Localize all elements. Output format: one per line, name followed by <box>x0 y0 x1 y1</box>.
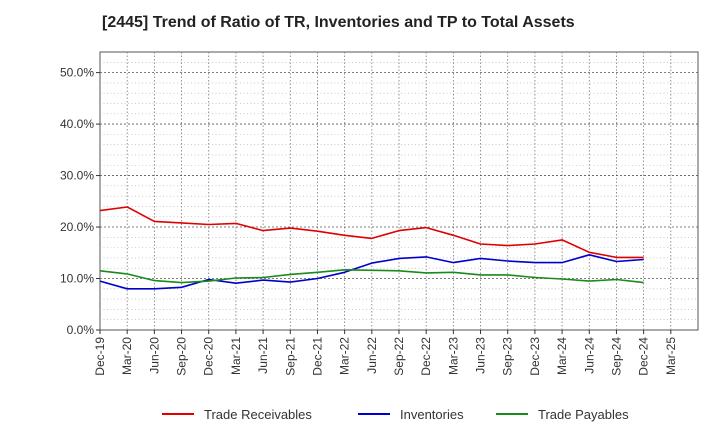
x-tick-label: Jun-22 <box>365 337 379 374</box>
x-tick-label: Jun-24 <box>582 337 596 374</box>
x-tick-label: Dec-22 <box>419 337 433 376</box>
y-tick-label: 30.0% <box>60 169 94 183</box>
legend-label: Trade Receivables <box>204 407 312 422</box>
x-tick-label: Mar-21 <box>229 337 243 375</box>
x-tick-label: Mar-20 <box>120 337 134 375</box>
x-tick-label: Dec-23 <box>528 337 542 376</box>
y-tick-label: 0.0% <box>67 323 95 337</box>
x-tick-label: Dec-19 <box>93 337 107 376</box>
y-tick-label: 50.0% <box>60 66 94 80</box>
legend: Trade Receivables Inventories Trade Payabl… <box>162 407 629 422</box>
x-tick-label: Sep-20 <box>175 337 189 376</box>
x-axis-ticks: Dec-19 Mar-20 Jun-20 Sep-20 Dec-20 Mar-21 Jun-… <box>93 330 678 376</box>
plot-area <box>99 51 699 331</box>
chart-title: [2445] Trend of Ratio of TR, Inventories… <box>102 14 575 31</box>
y-tick-label: 40.0% <box>60 117 94 131</box>
x-tick-label: Jun-21 <box>256 337 270 374</box>
x-tick-label: Dec-21 <box>310 337 324 376</box>
x-tick-label: Mar-25 <box>664 337 678 375</box>
y-tick-label: 20.0% <box>60 220 94 234</box>
x-tick-label: Sep-24 <box>609 337 623 376</box>
x-tick-label: Sep-22 <box>392 337 406 376</box>
series-line <box>99 268 644 284</box>
series-line <box>99 206 644 259</box>
series-lines <box>99 206 644 290</box>
x-tick-label: Mar-23 <box>446 337 460 375</box>
legend-label: Inventories <box>400 407 464 422</box>
x-tick-label: Sep-21 <box>283 337 297 376</box>
x-tick-label: Jun-23 <box>474 337 488 374</box>
x-tick-label: Dec-20 <box>202 337 216 376</box>
y-axis-ticks: 0.0% 10.0% 20.0% 30.0% 40.0% 50.0% <box>60 66 100 337</box>
y-tick-label: 10.0% <box>60 272 94 286</box>
x-tick-label: Mar-22 <box>338 337 352 375</box>
legend-label: Trade Payables <box>538 407 629 422</box>
x-tick-label: Sep-23 <box>501 337 515 376</box>
x-tick-label: Mar-24 <box>555 337 569 375</box>
x-tick-label: Jun-20 <box>147 337 161 374</box>
series-line <box>99 254 644 290</box>
x-tick-label: Dec-24 <box>637 337 651 376</box>
grid-lines <box>100 52 698 330</box>
